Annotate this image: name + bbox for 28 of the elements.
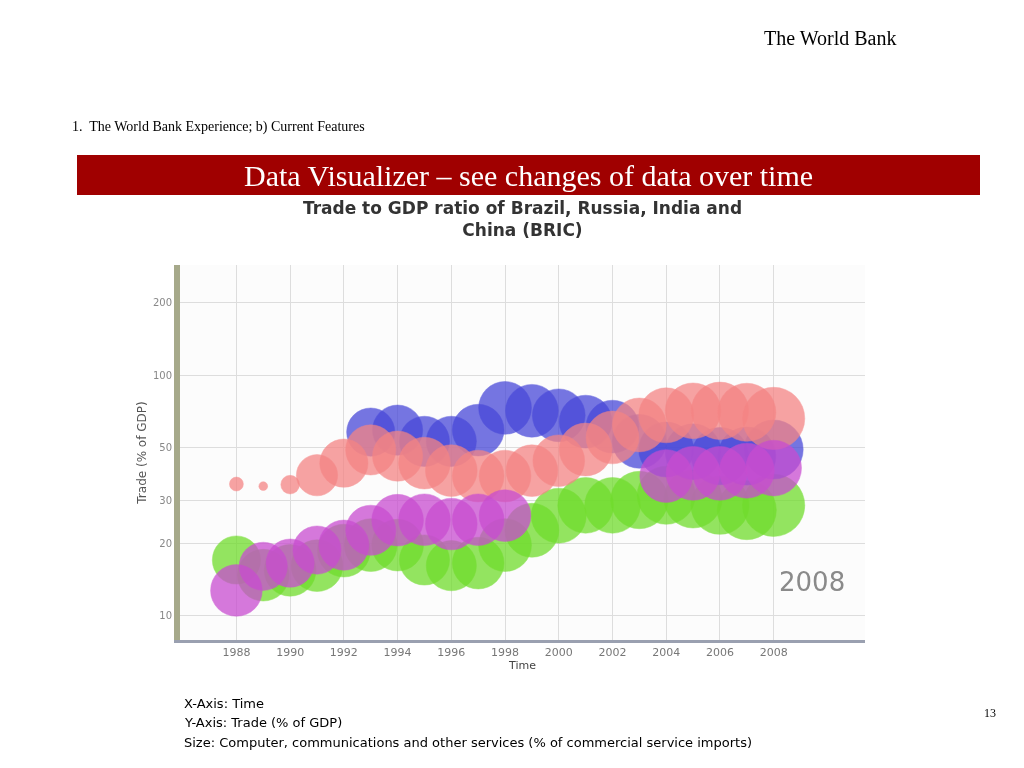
x-tick-label: 2000	[544, 646, 573, 660]
text: 1. The World Bank Experience; b) Current Features	[72, 119, 365, 135]
x-tick-label: 1996	[437, 646, 466, 660]
x-tick-label: 1988	[222, 646, 251, 660]
text: The World Bank	[764, 27, 897, 49]
x-tick-label: 1992	[329, 646, 358, 660]
x-tick-label: 2004	[652, 646, 681, 660]
x-tick-label: 2006	[705, 646, 734, 660]
x-tick-label: 1994	[383, 646, 412, 660]
x-tick-label: 2002	[598, 646, 627, 660]
chart-subtitle: Data Visualizer – see changes of data over time	[244, 159, 814, 192]
x-axis-title: Time	[508, 659, 537, 673]
y-tick-label: 20	[159, 537, 172, 549]
chart-title: Trade to GDP ratio of Brazil, Russia, India and China (BRIC)	[302, 198, 743, 241]
x-tick-label: 2008	[759, 646, 788, 660]
y-tick-label: 10	[159, 609, 172, 621]
x-tick-label: 1998	[491, 646, 520, 660]
x-tick-label: 1990	[276, 646, 305, 660]
text: Y-Axis: Trade (% of GDP)	[184, 715, 343, 730]
y-tick-label: 50	[159, 441, 172, 453]
y-tick-label: 100	[152, 369, 172, 381]
y-tick-label: 200	[152, 297, 172, 309]
y-axis-title: Trade (% of GDP)	[134, 401, 149, 505]
text: Size: Computer, communications and other services (% of commercial service imports)	[184, 735, 752, 750]
y-tick-label: 30	[159, 495, 172, 507]
annotation: 2008	[779, 567, 846, 597]
text: 13	[984, 706, 996, 720]
text: X-Axis: Time	[184, 696, 264, 711]
